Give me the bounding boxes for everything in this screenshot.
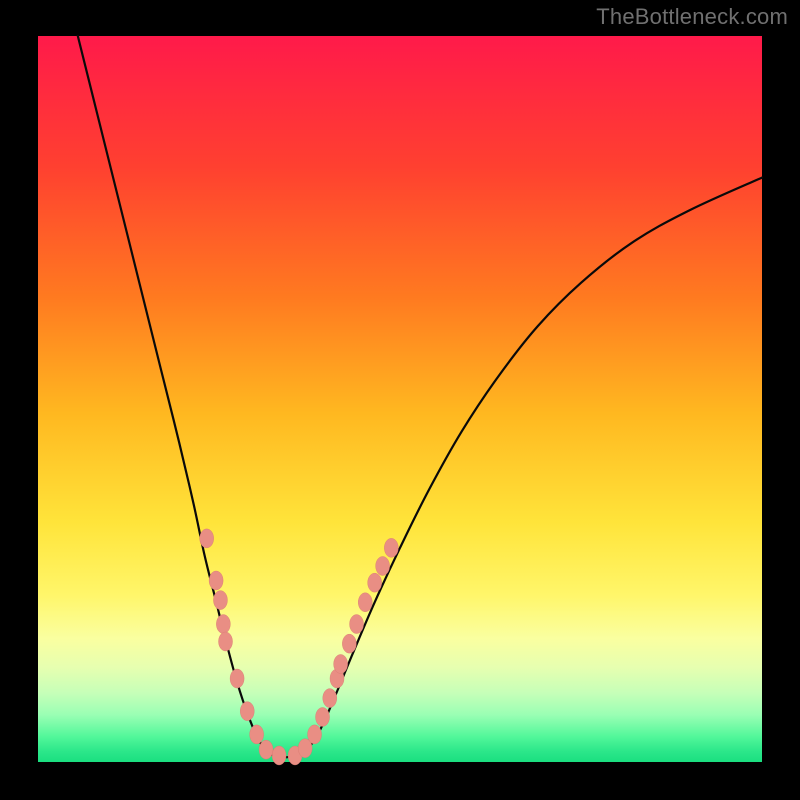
marker-point bbox=[200, 529, 214, 548]
marker-point bbox=[216, 615, 230, 634]
chart-stage: TheBottleneck.com bbox=[0, 0, 800, 800]
marker-point bbox=[250, 725, 264, 744]
chart-svg bbox=[0, 0, 800, 800]
marker-point bbox=[368, 573, 382, 592]
watermark-label: TheBottleneck.com bbox=[596, 4, 788, 30]
marker-point bbox=[334, 654, 348, 673]
marker-point bbox=[240, 702, 254, 721]
marker-point bbox=[342, 634, 356, 653]
marker-point bbox=[350, 615, 364, 634]
marker-point bbox=[384, 538, 398, 557]
marker-point bbox=[308, 725, 322, 744]
marker-point bbox=[358, 593, 372, 612]
marker-point bbox=[213, 591, 227, 610]
marker-point bbox=[259, 740, 273, 759]
marker-point bbox=[209, 571, 223, 590]
marker-point bbox=[323, 689, 337, 708]
marker-point bbox=[230, 669, 244, 688]
marker-point bbox=[316, 707, 330, 726]
marker-point bbox=[272, 746, 286, 765]
plot-background bbox=[38, 36, 762, 762]
marker-point bbox=[219, 632, 233, 651]
marker-point bbox=[376, 556, 390, 575]
